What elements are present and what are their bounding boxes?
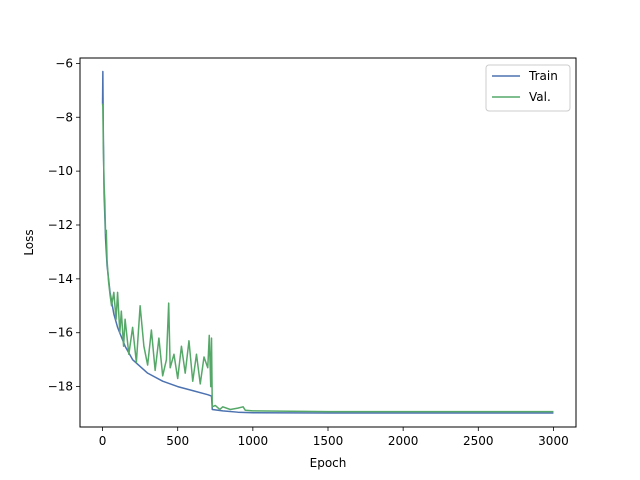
y-axis-ticks: −18 −16 −14 −12 −10 −8 −6 [48,56,80,394]
series-line-val [101,103,554,413]
plot-area [80,58,576,427]
y-tick-label: −12 [48,218,73,232]
legend-label: Train [528,69,558,83]
x-tick-label: 2500 [463,434,494,448]
series-line-train [101,70,554,414]
x-axis-ticks: 0 500 1000 1500 2000 2500 3000 [99,427,569,448]
y-axis-label: Loss [22,229,36,255]
legend: Train Val. [485,64,571,112]
y-tick-label: −16 [48,326,73,340]
x-tick-label: 2000 [388,434,419,448]
series-layer [101,70,554,414]
x-tick-label: 1500 [313,434,344,448]
y-tick-label: −18 [48,380,73,394]
y-tick-label: −8 [55,110,73,124]
x-tick-label: 3000 [538,434,569,448]
x-tick-label: 500 [166,434,189,448]
legend-label: Val. [529,90,551,104]
x-tick-label: 1000 [238,434,269,448]
plot-background [80,58,576,427]
x-tick-label: 0 [99,434,107,448]
y-tick-label: −6 [55,56,73,70]
x-axis-label: Epoch [310,456,347,470]
y-tick-label: −10 [48,164,73,178]
y-tick-label: −14 [48,272,73,286]
